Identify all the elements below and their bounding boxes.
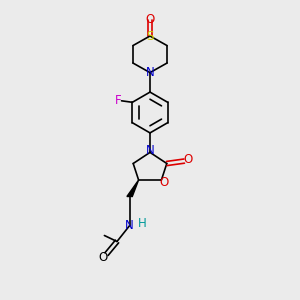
Text: H: H [138, 217, 147, 230]
Text: N: N [125, 219, 134, 232]
Text: N: N [146, 143, 154, 157]
Text: O: O [146, 13, 154, 26]
Text: O: O [159, 176, 168, 190]
Text: F: F [115, 94, 121, 107]
Text: O: O [99, 250, 108, 264]
Text: N: N [146, 66, 154, 79]
Polygon shape [127, 180, 139, 196]
Text: S: S [146, 29, 154, 43]
Text: O: O [183, 153, 192, 166]
